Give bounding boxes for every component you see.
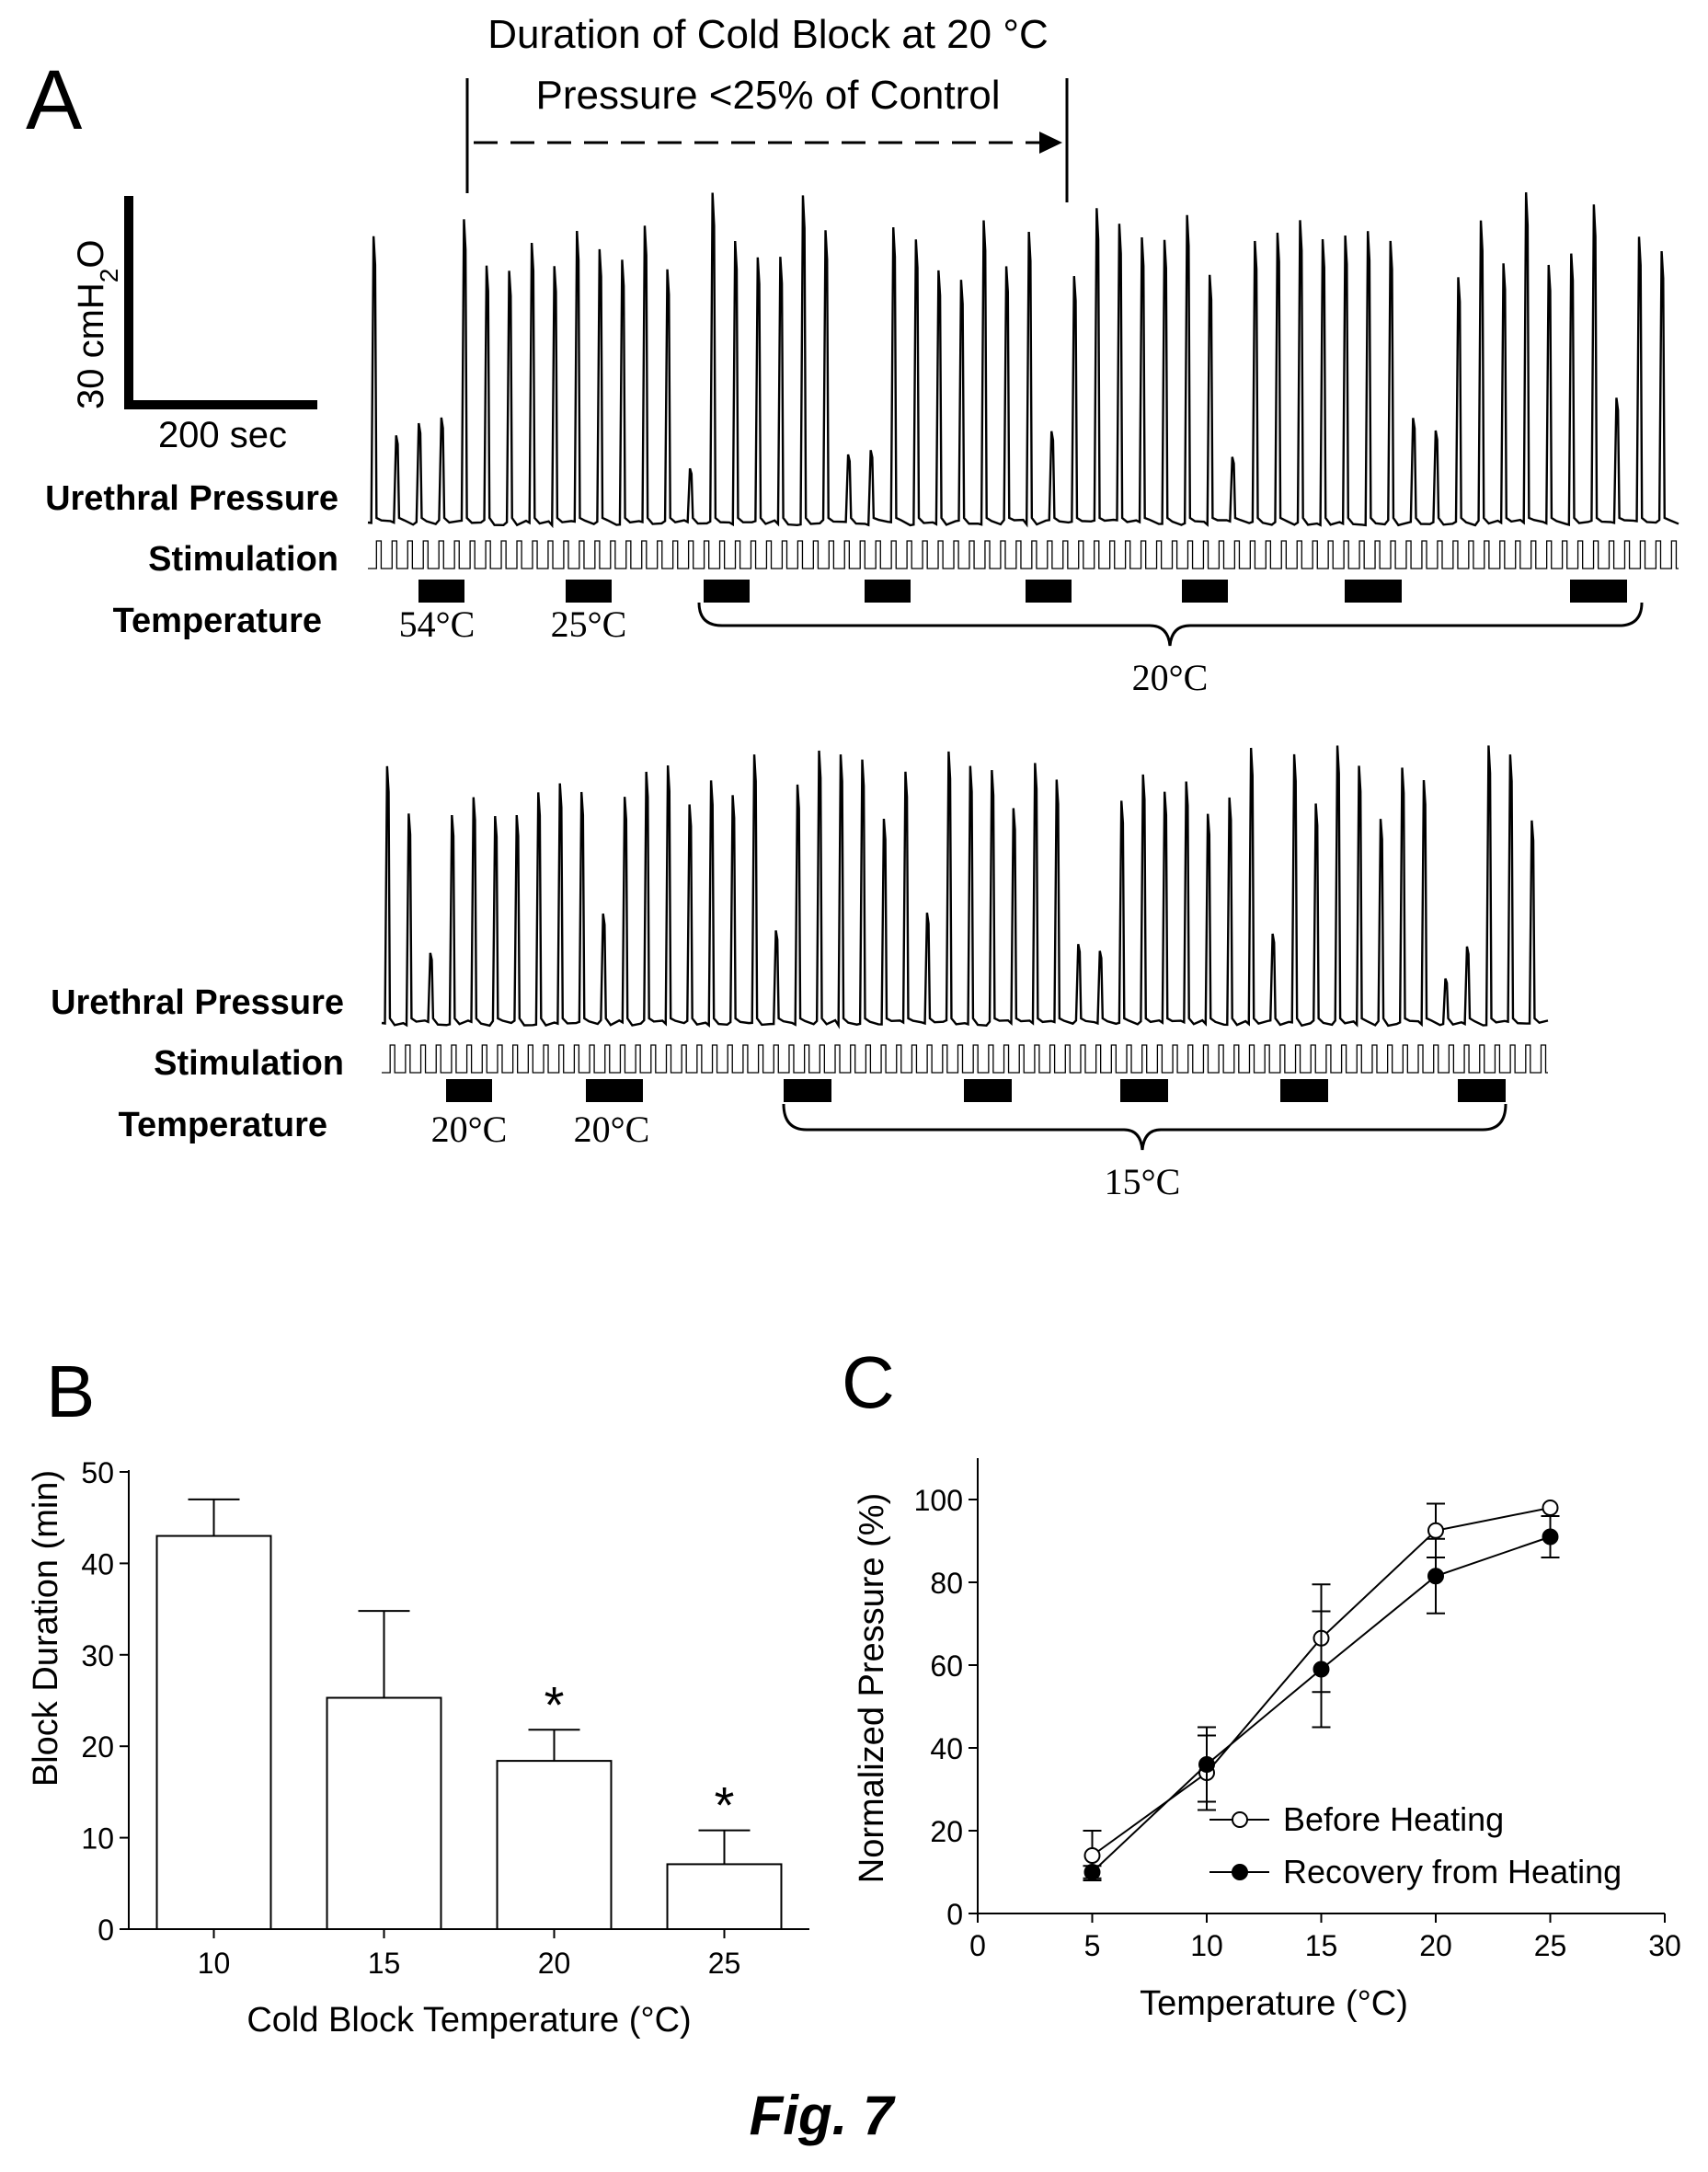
- temperature-block-bar: [446, 1079, 492, 1102]
- c-x-tick-label: 5: [1084, 1929, 1101, 1962]
- b-y-tick-label: 20: [81, 1730, 114, 1764]
- scale-bar-time-label: 200 sec: [158, 415, 287, 455]
- row1-temp-20c: 20°C: [1132, 657, 1209, 698]
- b-bar: [326, 1696, 442, 1930]
- c-data-point: [1542, 1500, 1559, 1516]
- b-y-tick-label: 0: [97, 1913, 114, 1947]
- row1-temperature-label: Temperature: [113, 602, 322, 640]
- row2-temperature-bars: [446, 1079, 1506, 1102]
- temperature-block-bar: [1570, 580, 1627, 603]
- b-x-tick-label: 10: [198, 1947, 231, 1980]
- c-legend-label: Before Heating: [1283, 1800, 1504, 1838]
- c-data-point: [1427, 1522, 1444, 1539]
- row2-temp-20c-b: 20°C: [574, 1109, 650, 1150]
- duration-arrowhead: [1039, 132, 1062, 154]
- c-data-point: [1198, 1756, 1215, 1773]
- panel-c-y-axis-label: Normalized Pressure (%): [853, 1493, 891, 1883]
- panel-c-x-axis-label: Temperature (°C): [1140, 1984, 1408, 2023]
- row2-urethral-pressure-trace: [381, 745, 1549, 1029]
- c-y-tick-label: 80: [930, 1567, 963, 1600]
- b-y-tick-label: 50: [81, 1456, 114, 1489]
- c-y-tick-label: 40: [930, 1732, 963, 1765]
- b-y-tick-label: 10: [81, 1822, 114, 1856]
- c-y-tick-label: 60: [930, 1649, 963, 1683]
- c-data-point: [1083, 1864, 1101, 1880]
- b-x-tick-label: 20: [538, 1947, 571, 1980]
- b-significance-mark: *: [715, 1776, 735, 1834]
- row2-temperature-label: Temperature: [119, 1106, 327, 1144]
- temperature-block-bar: [1280, 1079, 1328, 1102]
- row2-temp-15c: 15°C: [1105, 1161, 1181, 1202]
- c-x-tick-label: 30: [1648, 1929, 1681, 1962]
- row2-stimulation-label: Stimulation: [154, 1044, 344, 1083]
- row1-temp-54c: 54°C: [399, 603, 476, 645]
- c-x-tick-label: 0: [969, 1929, 986, 1962]
- b-x-tick-label: 25: [708, 1947, 741, 1980]
- cold-block-duration-title: Duration of Cold Block at 20 °C: [487, 12, 1048, 57]
- panel-c-label: C: [842, 1341, 895, 1423]
- c-data-point: [1083, 1847, 1101, 1864]
- b-x-tick-label: 15: [368, 1947, 401, 1980]
- panel-a: A Duration of Cold Block at 20 °C Pressu…: [26, 12, 1679, 1202]
- pressure-threshold-note: Pressure <25% of Control: [535, 73, 1000, 118]
- row1-stimulation-label: Stimulation: [148, 540, 338, 579]
- panel-a-label: A: [26, 53, 83, 147]
- c-x-tick-label: 25: [1534, 1929, 1567, 1962]
- panel-c-series: [1083, 1500, 1560, 1881]
- temperature-block-bar: [586, 1079, 643, 1102]
- row1-20c-bracket: [697, 602, 1644, 647]
- temperature-block-bar: [1026, 580, 1072, 603]
- c-x-tick-label: 20: [1419, 1929, 1452, 1962]
- temperature-block-bar: [784, 1079, 831, 1102]
- c-y-tick-label: 0: [946, 1898, 963, 1931]
- temperature-block-bar: [1120, 1079, 1168, 1102]
- c-y-tick-label: 20: [930, 1815, 963, 1848]
- row2-pressure-label: Urethral Pressure: [51, 983, 344, 1022]
- b-bar: [496, 1760, 613, 1930]
- temperature-block-bar: [865, 580, 911, 603]
- figure-caption: Fig. 7: [750, 2085, 896, 2146]
- panel-c-axes: 0 20 40 60 80 100 0 5 10 15 20 25 30: [914, 1458, 1681, 1962]
- row1-temperature-bars: [418, 580, 1627, 603]
- c-legend-marker: [1232, 1811, 1248, 1828]
- b-significance-mark: *: [544, 1675, 565, 1733]
- c-data-point: [1313, 1661, 1330, 1678]
- temperature-block-bar: [704, 580, 750, 603]
- row1-stimulation-trace: [368, 540, 1679, 569]
- temperature-block-bar: [1182, 580, 1228, 603]
- c-x-tick-label: 10: [1190, 1929, 1223, 1962]
- b-bar: [666, 1863, 783, 1931]
- panel-c-legend: Before Heating Recovery from Heating: [1209, 1800, 1622, 1890]
- b-bar: [155, 1534, 272, 1930]
- c-y-tick-label: 100: [914, 1484, 963, 1517]
- row1-pressure-label: Urethral Pressure: [45, 479, 338, 518]
- panel-b-label: B: [46, 1350, 95, 1432]
- panel-b-x-axis-label: Cold Block Temperature (°C): [246, 2001, 691, 2040]
- row2-15c-bracket: [782, 1103, 1507, 1151]
- temperature-block-bar: [1345, 580, 1402, 603]
- b-y-tick-label: 40: [81, 1547, 114, 1580]
- row1-temp-25c: 25°C: [551, 603, 627, 645]
- panel-b-bars: **: [155, 1498, 783, 1931]
- c-data-point: [1542, 1528, 1559, 1546]
- c-legend-marker: [1232, 1864, 1248, 1880]
- c-legend-label: Recovery from Heating: [1283, 1853, 1622, 1890]
- panel-c-line-chart: C 0 20 40 60 80 100 0 5 10 15 20 25 30 Temperature (…: [842, 1341, 1681, 2023]
- c-x-tick-label: 15: [1305, 1929, 1338, 1962]
- row2-temp-20c-a: 20°C: [431, 1109, 508, 1150]
- temperature-block-bar: [964, 1079, 1012, 1102]
- c-data-point: [1427, 1568, 1444, 1585]
- temperature-block-bar: [418, 580, 464, 603]
- panel-b-y-axis-label: Block Duration (min): [27, 1470, 65, 1787]
- row2-stimulation-trace: [382, 1044, 1548, 1074]
- row1-urethral-pressure-trace: [367, 192, 1679, 529]
- scale-bar-pressure-label: 30 cmH2O: [71, 239, 123, 409]
- temperature-block-bar: [566, 580, 612, 603]
- b-y-tick-label: 30: [81, 1639, 114, 1672]
- temperature-block-bar: [1458, 1079, 1506, 1102]
